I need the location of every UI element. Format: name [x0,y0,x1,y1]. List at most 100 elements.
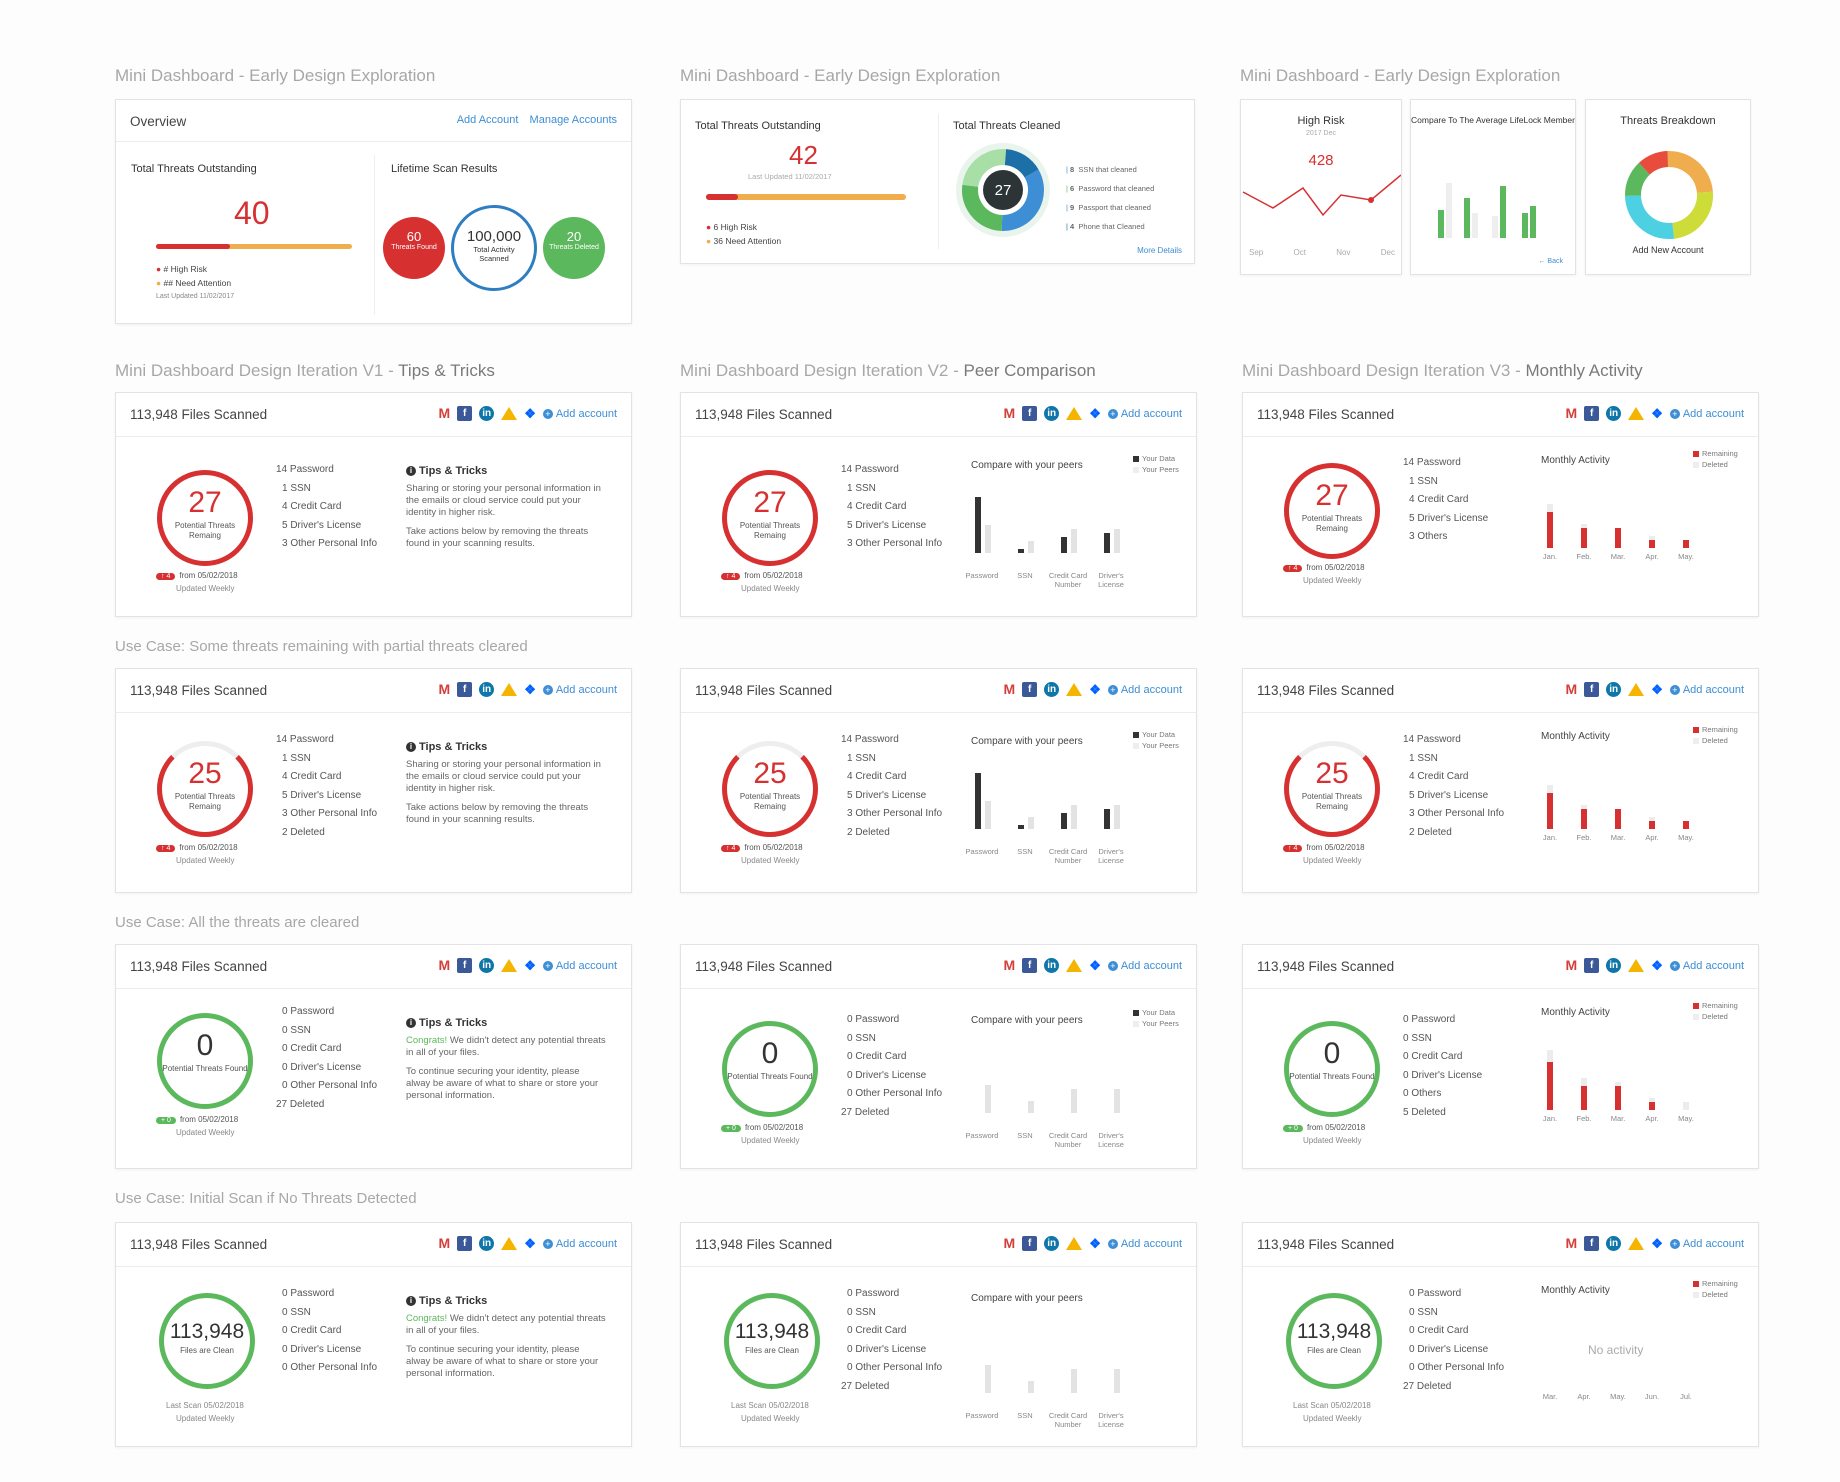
updated-weekly: Updated Weekly [741,584,800,593]
linkedin-icon[interactable]: in [479,1236,495,1251]
more-details-link[interactable]: More Details [1137,246,1182,255]
peer-comparison-chart: Password SSN Credit Card Number Driver's Li… [966,1333,1171,1429]
dropbox-icon[interactable]: ❖ [524,1236,536,1251]
facebook-icon[interactable]: f [1584,958,1600,973]
google-drive-icon[interactable] [1066,407,1083,420]
add-account-link[interactable]: Add Account [456,114,519,126]
dropbox-icon[interactable]: ❖ [1651,406,1663,421]
gmail-icon[interactable]: M [1565,1235,1578,1251]
your-data-bar [1018,825,1024,829]
chart-legend: Remaining Deleted [1693,448,1738,470]
month-label: Apr. [1577,1392,1591,1401]
add-account-button[interactable]: + Add account [1107,684,1182,696]
google-drive-icon[interactable] [1066,683,1083,696]
add-account-button[interactable]: + Add account [542,960,617,972]
x-axis-label: Password [965,1131,999,1140]
google-drive-icon[interactable] [1628,959,1645,972]
dropbox-icon[interactable]: ❖ [1089,958,1101,973]
facebook-icon[interactable]: f [457,1236,473,1251]
linkedin-icon[interactable]: in [1606,682,1622,697]
linkedin-icon[interactable]: in [1044,406,1060,421]
add-account-button[interactable]: + Add account [542,684,617,696]
add-account-button[interactable]: + Add account [542,1238,617,1250]
threat-list: 0 Password 0 SSN 0 Credit Card 0 Driver's L… [282,1288,378,1373]
gmail-icon[interactable]: M [438,681,451,697]
google-drive-icon[interactable] [1066,1237,1083,1250]
dropbox-icon[interactable]: ❖ [524,958,536,973]
google-drive-icon[interactable] [501,1237,518,1250]
google-drive-icon[interactable] [501,683,518,696]
add-account-button[interactable]: + Add account [1669,1238,1744,1250]
lifetime-title: Lifetime Scan Results [391,163,498,175]
your-data-bar [975,497,981,553]
facebook-icon[interactable]: f [1022,1236,1038,1251]
dropbox-icon[interactable]: ❖ [1089,682,1101,697]
month-axis: Sep Oct Nov Dec [1249,248,1395,257]
google-drive-icon[interactable] [1628,1237,1645,1250]
linkedin-icon[interactable]: in [479,406,495,421]
gmail-icon[interactable]: M [438,405,451,421]
google-drive-icon[interactable] [501,959,518,972]
compare-title: Compare with your peers [971,1293,1083,1304]
add-account-button[interactable]: + Add account [1107,960,1182,972]
google-drive-icon[interactable] [1066,959,1083,972]
facebook-icon[interactable]: f [1022,682,1038,697]
gmail-icon[interactable]: M [1565,957,1578,973]
linkedin-icon[interactable]: in [1606,958,1622,973]
gmail-icon[interactable]: M [1565,681,1578,697]
updated-weekly: Updated Weekly [1303,856,1362,865]
dropbox-icon[interactable]: ❖ [1089,1236,1101,1251]
gmail-icon[interactable]: M [1565,405,1578,421]
linkedin-icon[interactable]: in [1044,1236,1060,1251]
facebook-icon[interactable]: f [1022,958,1038,973]
linkedin-icon[interactable]: in [1044,958,1060,973]
outstanding-title: Total Threats Outstanding [695,120,821,132]
your-data-bar [1104,809,1110,829]
linkedin-icon[interactable]: in [479,682,495,697]
dropbox-icon[interactable]: ❖ [1651,1236,1663,1251]
add-account-button[interactable]: + Add account [1107,408,1182,420]
facebook-icon[interactable]: f [457,682,473,697]
google-drive-icon[interactable] [1628,683,1645,696]
facebook-icon[interactable]: f [1584,682,1600,697]
x-axis-label: Credit Card Number [1048,847,1088,865]
facebook-icon[interactable]: f [1584,1236,1600,1251]
manage-accounts-link[interactable]: Manage Accounts [529,114,617,126]
threats-breakdown-card: Threats Breakdown Add New Account [1585,99,1751,275]
facebook-icon[interactable]: f [1584,406,1600,421]
linkedin-icon[interactable]: in [1606,1236,1622,1251]
gmail-icon[interactable]: M [438,1235,451,1251]
dropbox-icon[interactable]: ❖ [524,406,536,421]
add-account-button[interactable]: + Add account [542,408,617,420]
facebook-icon[interactable]: f [1022,406,1038,421]
add-account-button[interactable]: + Add account [1669,684,1744,696]
linkedin-icon[interactable]: in [1606,406,1622,421]
gmail-icon[interactable]: M [1003,681,1016,697]
dropbox-icon[interactable]: ❖ [1089,406,1101,421]
add-account-button[interactable]: + Add account [1107,1238,1182,1250]
gmail-icon[interactable]: M [1003,1235,1016,1251]
dropbox-icon[interactable]: ❖ [1651,682,1663,697]
add-account-button[interactable]: + Add account [1669,408,1744,420]
overview-card: Overview Add Account Manage Accounts Tot… [115,99,632,324]
month-label: Feb. [1576,552,1592,561]
facebook-icon[interactable]: f [457,958,473,973]
facebook-icon[interactable]: f [457,406,473,421]
add-new-account-link[interactable]: Add New Account [1632,245,1704,255]
linkedin-icon[interactable]: in [479,958,495,973]
linkedin-icon[interactable]: in [1044,682,1060,697]
gmail-icon[interactable]: M [438,957,451,973]
google-drive-icon[interactable] [1628,407,1645,420]
month-label: Apr. [1645,552,1659,561]
back-link[interactable]: ← Back [1538,258,1563,265]
gmail-icon[interactable]: M [1003,405,1016,421]
google-drive-icon[interactable] [501,407,518,420]
dropbox-icon[interactable]: ❖ [524,682,536,697]
gmail-icon[interactable]: M [1003,957,1016,973]
dropbox-icon[interactable]: ❖ [1651,958,1663,973]
add-account-button[interactable]: + Add account [1669,960,1744,972]
